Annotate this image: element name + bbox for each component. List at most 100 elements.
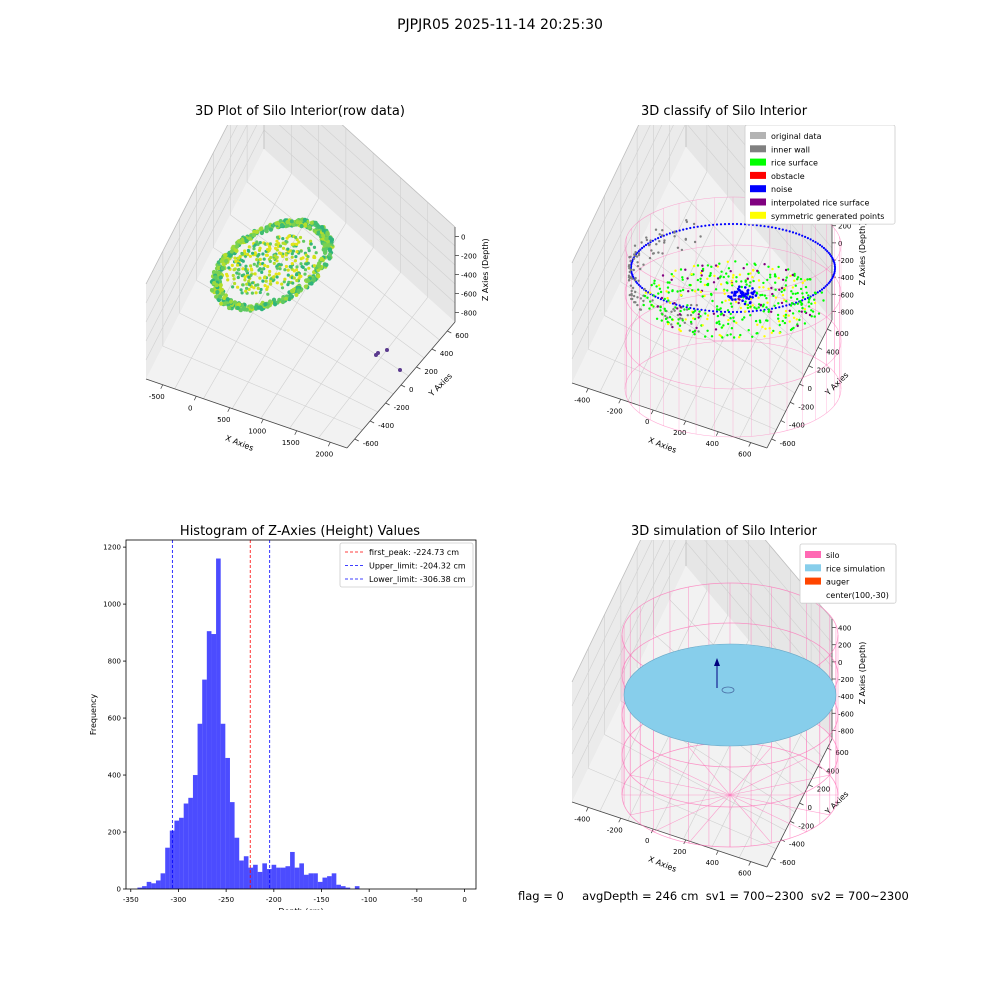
p2-noise-point	[685, 306, 688, 309]
p2-inner-wall-point	[627, 274, 631, 277]
p2-class-point	[813, 315, 816, 318]
p2-noise-point	[781, 305, 784, 308]
p1-data-point	[284, 264, 288, 269]
p4-back-left-pane	[572, 540, 686, 802]
p2-class-point	[660, 319, 663, 322]
p2-class-point	[732, 316, 735, 319]
p2-class-point	[810, 309, 813, 312]
p2-class-point	[763, 294, 767, 297]
p1-data-point	[309, 281, 314, 286]
p1-x-tick-label: 2000	[315, 450, 333, 458]
p2-class-point	[746, 306, 750, 310]
p2-grid-line	[588, 349, 777, 430]
p2-class-point	[694, 309, 697, 312]
p2-noise-point	[727, 222, 731, 226]
p2-class-point	[789, 304, 793, 307]
p2-class-point	[755, 291, 758, 294]
p2-class-point	[724, 299, 727, 302]
p1-data-point	[299, 249, 303, 253]
p2-y-tick-label: 400	[826, 348, 839, 356]
p2-class-point	[735, 276, 738, 279]
p1-z-axis-label: Z Axies (Depth)	[481, 238, 490, 301]
p2-class-point	[735, 321, 738, 324]
p2-class-point	[766, 278, 769, 282]
p1-grid-line	[145, 125, 456, 304]
p2-inner-wall-point	[684, 237, 687, 241]
p2-class-point	[657, 292, 660, 295]
p1-data-point	[286, 273, 290, 277]
p1-data-point	[295, 242, 299, 246]
p2-noise-point	[747, 310, 751, 313]
p3-x-tick-label: 0	[462, 896, 466, 904]
p3-histogram-bar	[303, 874, 309, 889]
p1-data-point	[259, 230, 264, 236]
p2-inner-wall-point	[627, 276, 631, 279]
p1-data-point	[291, 249, 295, 253]
p3-histogram-bar	[225, 757, 230, 889]
p2-class-point	[708, 274, 711, 278]
p2-class-point	[710, 335, 714, 338]
p4-y-tick-label: 200	[817, 786, 830, 794]
p2-noise-point	[833, 263, 836, 266]
p2-noise-point	[723, 223, 727, 226]
p2-class-point	[726, 309, 730, 312]
p2-y-tick-label: -600	[780, 440, 796, 448]
p1-data-point	[239, 288, 243, 292]
p2-class-point	[679, 293, 683, 297]
p1-data-point	[234, 259, 238, 263]
p1-data-point	[298, 235, 303, 240]
p1-data-point	[274, 272, 278, 276]
p1-data-point	[278, 267, 282, 271]
p3-histogram-bar	[266, 869, 272, 889]
p2-grid-line	[655, 221, 749, 411]
p1-data-point	[281, 254, 285, 258]
p1-data-point	[253, 272, 257, 276]
p3-x-tick-label: -250	[218, 896, 234, 904]
p2-noise-point	[715, 310, 719, 313]
p2-class-point	[751, 304, 754, 307]
p2-class-point	[789, 274, 792, 278]
p1-data-point	[303, 272, 307, 276]
p2-class-point	[656, 305, 659, 308]
p2-class-point	[784, 284, 788, 287]
p1-data-point	[284, 253, 288, 257]
p2-noise-point	[824, 248, 827, 251]
p2-class-point	[780, 290, 783, 293]
p1-data-point	[245, 282, 249, 286]
p2-class-point	[744, 310, 747, 313]
p2-class-point	[804, 285, 808, 289]
p2-noise-point	[727, 295, 730, 298]
p1-data-point	[237, 267, 241, 272]
p1-grid-line	[231, 222, 347, 409]
p2-noise-point	[830, 278, 833, 281]
p2-noise-point	[631, 273, 634, 276]
p4-x-tick	[618, 818, 622, 823]
p2-noise-point	[832, 273, 835, 276]
p2-class-point	[763, 335, 766, 338]
p4-grid-line	[571, 540, 833, 731]
p2-class-point	[683, 308, 686, 311]
p1-data-point	[212, 280, 217, 286]
avg-depth-text: avgDepth = 246 cm	[582, 889, 699, 903]
p2-noise-point	[708, 224, 711, 227]
p2-noise-point	[682, 228, 685, 231]
p1-grid-line	[203, 198, 319, 399]
p1-y-tick	[431, 348, 437, 352]
p2-class-point	[781, 293, 785, 297]
p2-noise-point	[770, 226, 774, 229]
p4-x-tick-label: 600	[738, 870, 751, 878]
p2-inner-wall-point	[692, 222, 696, 226]
p2-inner-wall-point	[629, 255, 632, 258]
p2-class-point	[716, 277, 720, 280]
p2-class-point	[730, 282, 733, 285]
p1-grid-line	[162, 345, 363, 431]
p2-class-point	[730, 279, 733, 283]
p4-silo-wire	[688, 794, 731, 844]
p1-data-point	[246, 252, 250, 257]
p1-data-point	[285, 223, 290, 228]
p2-class-point	[700, 269, 704, 273]
p3-y-tick-label: 0	[117, 886, 121, 894]
p2-class-point	[777, 302, 780, 305]
p2-inner-wall-point	[627, 265, 631, 268]
panel3-title: Histogram of Z-Axies (Height) Values	[179, 524, 421, 539]
